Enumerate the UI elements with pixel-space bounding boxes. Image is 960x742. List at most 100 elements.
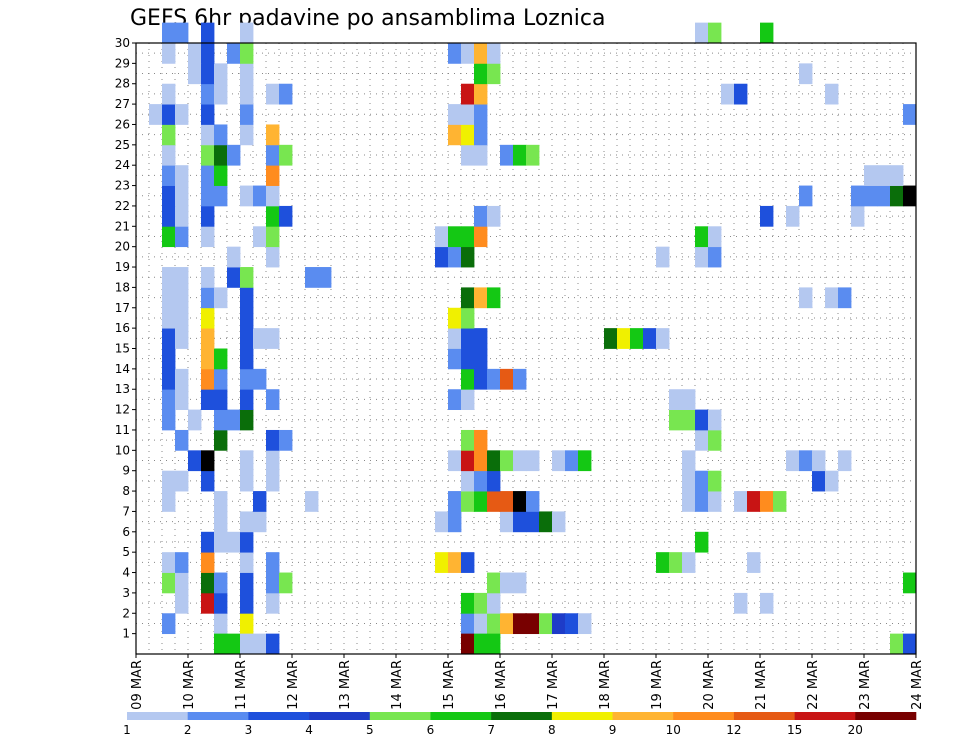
heatmap-cell [266, 328, 280, 349]
heatmap-cell [214, 531, 228, 553]
colorbar-swatch [794, 712, 856, 720]
heatmap-cell [201, 287, 215, 309]
heatmap-cell [201, 368, 215, 390]
heatmap-cell [175, 572, 189, 594]
heatmap-cell [240, 368, 254, 390]
heatmap-cell [474, 205, 488, 227]
heatmap-cell [578, 450, 592, 472]
heatmap-cell [162, 185, 176, 207]
colorbar-label: 8 [548, 723, 556, 737]
heatmap-cell [487, 205, 501, 227]
heatmap-cell [461, 470, 475, 492]
heatmap-cell [734, 592, 748, 614]
heatmap-cell [175, 328, 189, 349]
heatmap-cell [734, 83, 748, 105]
x-tick-label: 17 MAR [546, 660, 561, 710]
heatmap-cell [656, 246, 670, 268]
heatmap-cell [266, 246, 280, 268]
heatmap-cell [851, 185, 865, 207]
heatmap-cell [162, 226, 176, 248]
colorbar-label: 15 [787, 723, 802, 737]
heatmap-cell [214, 368, 228, 390]
heatmap-cell [708, 246, 722, 268]
heatmap-cell [175, 185, 189, 207]
heatmap-cell [201, 185, 215, 207]
x-tick-label: 16 MAR [494, 660, 509, 710]
heatmap-cell [695, 491, 709, 512]
heatmap-cell [149, 104, 163, 125]
colorbar-label: 5 [366, 723, 374, 737]
y-tick-label: 13 [115, 382, 130, 396]
heatmap-cell [695, 409, 709, 431]
heatmap-cell [760, 205, 774, 227]
heatmap-cell [162, 22, 176, 44]
heatmap-cell [890, 185, 904, 207]
heatmap-cell [214, 185, 228, 207]
heatmap-cell [253, 226, 267, 248]
y-tick-label: 18 [115, 280, 130, 294]
heatmap-cell [799, 63, 813, 85]
heatmap-cell [214, 592, 228, 614]
heatmap-cell [175, 429, 189, 451]
heatmap-cell [695, 22, 709, 44]
heatmap-cell [240, 572, 254, 594]
heatmap-cell [305, 491, 319, 512]
heatmap-cell [513, 368, 527, 390]
heatmap-cell [266, 633, 280, 655]
heatmap-cell [214, 63, 228, 85]
heatmap-cell [240, 22, 254, 44]
x-tick-label: 24 MAR [910, 660, 925, 710]
colorbar-swatch [855, 712, 917, 720]
heatmap-cell [708, 470, 722, 492]
heatmap-cell [266, 389, 280, 410]
heatmap-cell [526, 491, 540, 512]
heatmap-cell [240, 307, 254, 329]
heatmap-cell [240, 531, 254, 553]
colorbar-swatch [673, 712, 735, 720]
heatmap-cell [201, 552, 215, 573]
heatmap-cell [240, 328, 254, 349]
heatmap-cell [201, 205, 215, 227]
heatmap-cell [201, 592, 215, 614]
heatmap-cell [253, 633, 267, 655]
heatmap-cell [448, 389, 462, 410]
heatmap-cell [266, 450, 280, 472]
heatmap-cell [500, 613, 514, 635]
heatmap-cell [760, 491, 774, 512]
heatmap-cell [617, 328, 631, 349]
colorbar-swatch [733, 712, 795, 720]
heatmap-cell [578, 613, 592, 635]
heatmap-cell [747, 491, 761, 512]
heatmap-cell [786, 205, 800, 227]
heatmap-cell [539, 613, 553, 635]
heatmap-cell [188, 43, 202, 64]
heatmap-cell [461, 246, 475, 268]
heatmap-cell [175, 165, 189, 186]
heatmap-cell [214, 429, 228, 451]
y-tick-label: 2 [122, 606, 130, 620]
heatmap-cell [448, 552, 462, 573]
y-tick-label: 21 [115, 219, 130, 233]
y-tick-label: 15 [115, 342, 130, 356]
heatmap-cell [175, 287, 189, 309]
y-tick-label: 6 [122, 525, 130, 539]
heatmap-cell [162, 144, 176, 166]
heatmap-cell [162, 409, 176, 431]
colorbar-swatch [248, 712, 310, 720]
heatmap-cell [890, 165, 904, 186]
x-tick-label: 21 MAR [754, 660, 769, 710]
y-tick-label: 30 [115, 36, 130, 50]
heatmap-cell [461, 613, 475, 635]
heatmap-cell [461, 226, 475, 248]
heatmap-cell [201, 22, 215, 44]
heatmap-cell [279, 83, 293, 105]
heatmap-cell [695, 429, 709, 451]
heatmap-cell [201, 572, 215, 594]
colorbar-swatch [187, 712, 249, 720]
x-tick-label: 15 MAR [442, 660, 457, 710]
heatmap-cell [461, 552, 475, 573]
heatmap-cell [656, 328, 670, 349]
heatmap-cell [214, 124, 228, 146]
heatmap-cell [461, 43, 475, 64]
